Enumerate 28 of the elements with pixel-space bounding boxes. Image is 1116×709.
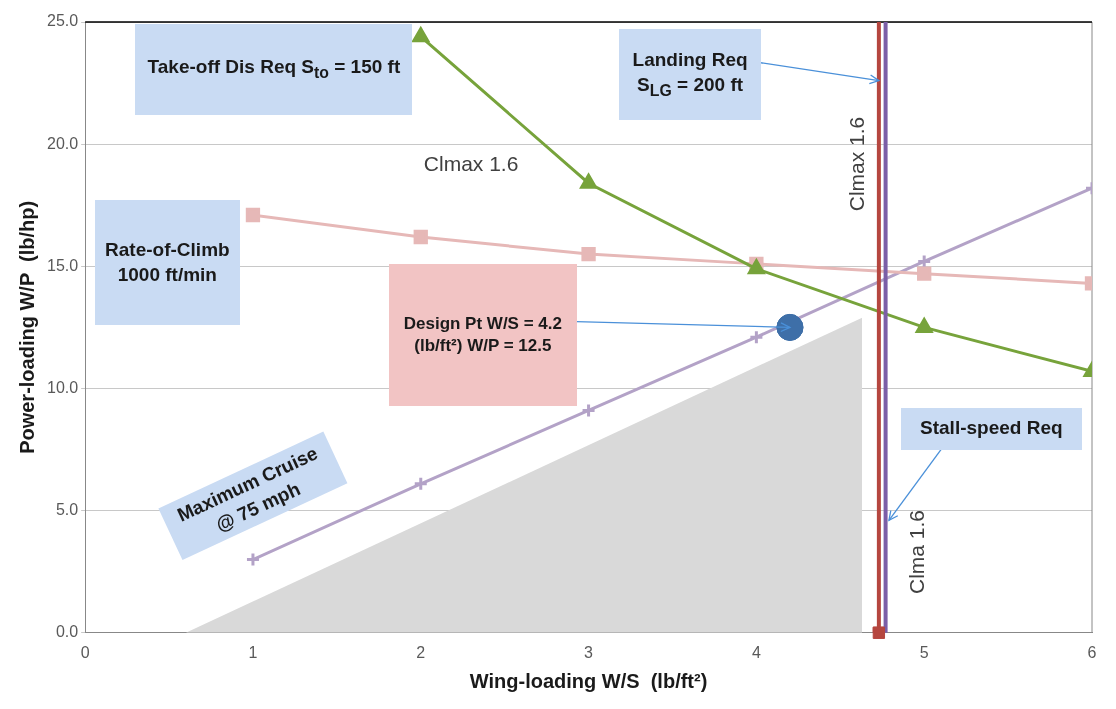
annotation: Clmax 1.6 bbox=[844, 116, 870, 211]
annotation: Stall-speed Req bbox=[920, 416, 1063, 441]
x-tick-label: 1 bbox=[248, 643, 258, 661]
series-label: Take-off Dis Req S$_{to}$ = 150 ft bbox=[147, 55, 401, 84]
y-axis-title: Power-loading W/P (lb/hp) bbox=[15, 200, 38, 454]
y-tick-label: 5.0 bbox=[55, 501, 79, 519]
y-tick-label: 15.0 bbox=[47, 256, 79, 274]
series-label: Rate-of-Climb 1000 ft/min bbox=[104, 237, 231, 287]
annotation: Clmax 1.6 bbox=[423, 151, 519, 178]
annotation: Landing Req S$_{LG}$ = 200 ft bbox=[631, 48, 749, 101]
callout-box: Stall-speed Req bbox=[900, 408, 1082, 450]
x-tick-label: 3 bbox=[584, 643, 594, 661]
callout-box: Design Pt W/S = 4.2 (lb/ft²) W/P = 12.5 bbox=[388, 263, 577, 406]
y-tick-label: 0.0 bbox=[55, 623, 79, 641]
y-tick-label: 20.0 bbox=[47, 134, 79, 152]
x-axis-title: Wing-loading W/S (lb/ft²) bbox=[469, 669, 708, 692]
y-tick-label: 25.0 bbox=[47, 12, 79, 30]
x-tick-label: 4 bbox=[751, 643, 761, 661]
y-tick-label: 10.0 bbox=[47, 378, 79, 396]
annotation: Clma 1.6 bbox=[904, 510, 930, 595]
callout-box: Landing Req S$_{LG}$ = 200 ft bbox=[618, 29, 762, 120]
callout-box: Take-off Dis Req S$_{to}$ = 150 ft bbox=[135, 24, 413, 115]
callout-box: Rate-of-Climb 1000 ft/min bbox=[95, 200, 240, 325]
annotation: Design Pt W/S = 4.2 (lb/ft²) W/P = 12.5 bbox=[402, 312, 563, 357]
x-tick-label: 0 bbox=[80, 643, 90, 661]
x-tick-label: 5 bbox=[919, 643, 929, 661]
x-tick-label: 2 bbox=[416, 643, 426, 661]
x-tick-label: 6 bbox=[1087, 643, 1097, 661]
